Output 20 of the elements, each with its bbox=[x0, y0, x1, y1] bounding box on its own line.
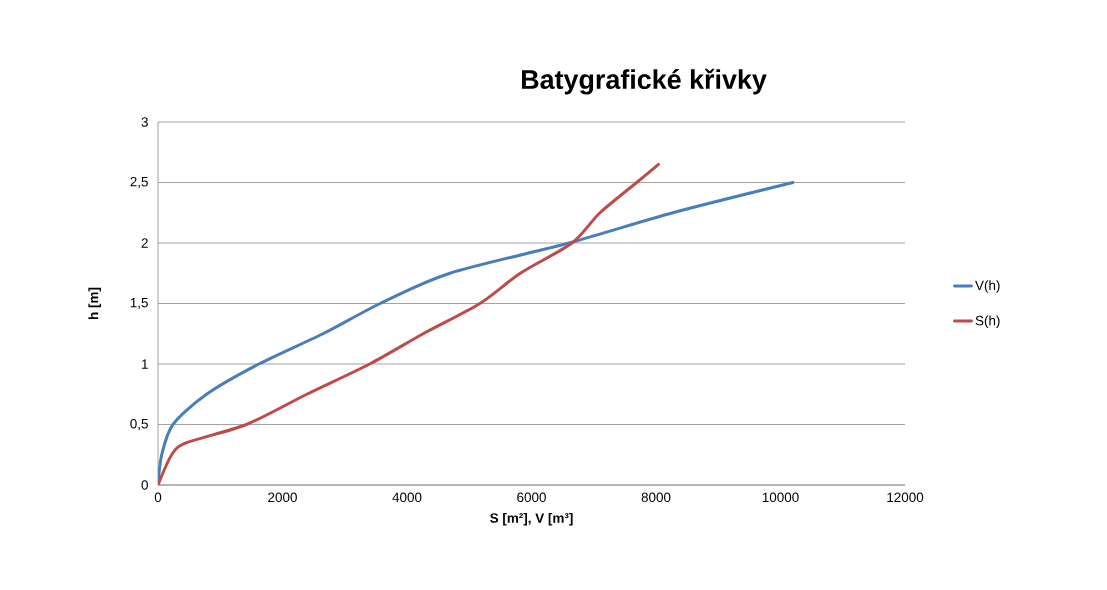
x-tick-label: 12000 bbox=[887, 492, 924, 503]
x-tick-label: 2000 bbox=[268, 492, 297, 503]
y-tick-label: 2 bbox=[141, 238, 148, 248]
x-tick-label: 4000 bbox=[392, 492, 422, 503]
y-tick-label: 0,5 bbox=[130, 418, 148, 431]
y-tick-label: 3 bbox=[141, 117, 148, 127]
chart-title: Batygrafické křivky bbox=[521, 68, 767, 95]
y-tick-label: 0 bbox=[141, 480, 148, 490]
legend-label: S(h) bbox=[975, 315, 1000, 329]
y-tick-label: 2,5 bbox=[130, 176, 148, 189]
x-tick-label: 6000 bbox=[517, 492, 546, 503]
y-tick-label: 1 bbox=[142, 359, 148, 369]
legend-label: V(h) bbox=[975, 280, 1000, 293]
x-axis-title: S [m²], V [m³] bbox=[490, 512, 573, 526]
x-tick-label: 8000 bbox=[641, 492, 671, 503]
line-series bbox=[158, 162, 660, 485]
x-tick-label: 10000 bbox=[762, 492, 799, 503]
y-axis-title: h [m] bbox=[88, 287, 101, 319]
y-tick-label: 1,5 bbox=[130, 298, 148, 309]
x-tick-label: 0 bbox=[154, 492, 162, 503]
